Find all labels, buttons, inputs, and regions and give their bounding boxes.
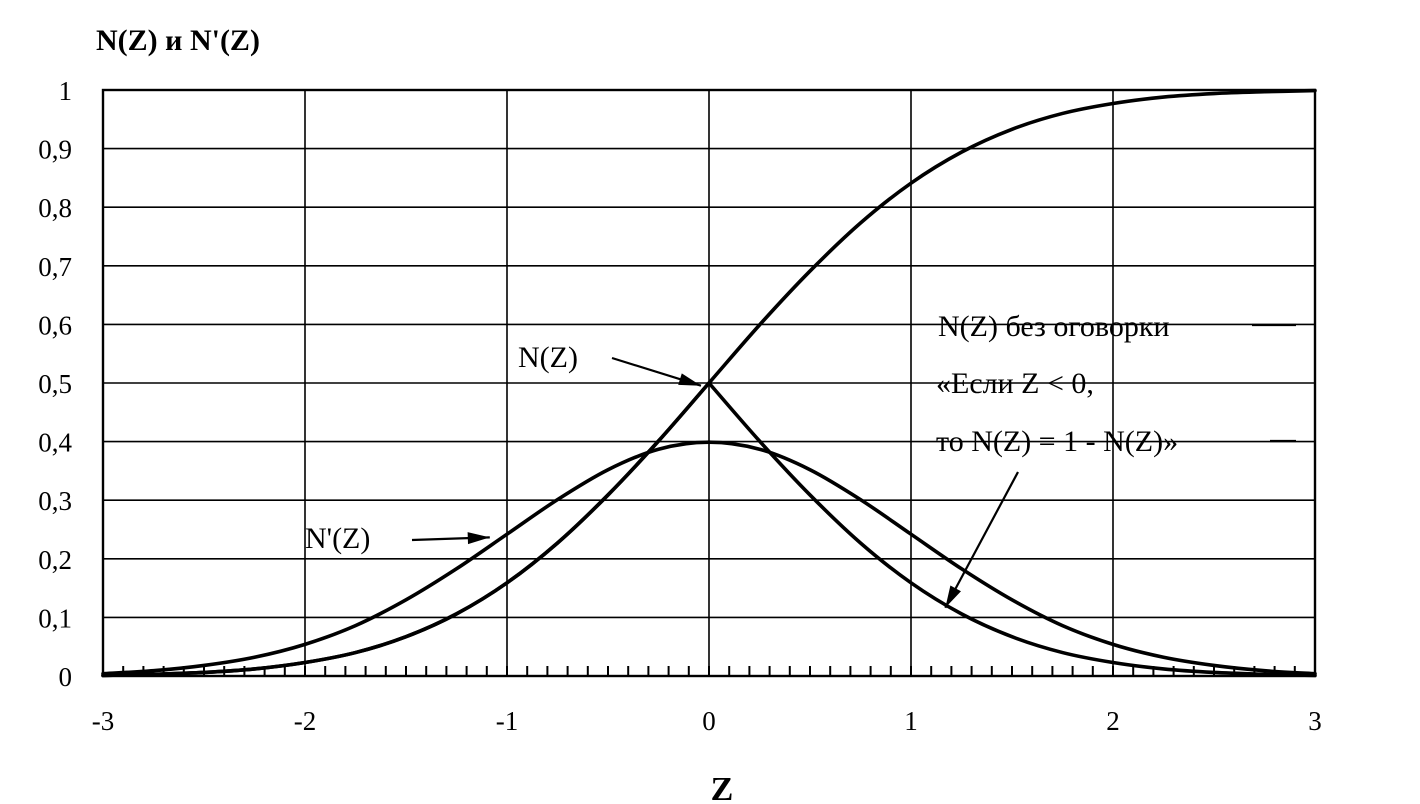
annotation-nz-arrow-head: [678, 373, 701, 386]
series-line-1: [101, 440, 1317, 676]
x-tick-label-3: 0: [702, 706, 716, 736]
annotation-note-arrow-shaft: [944, 471, 1019, 609]
annotation-note-line-0: N(Z) без оговорки: [938, 310, 1170, 343]
annotation-note-arrow-head: [945, 585, 961, 608]
x-tick-label-2: -1: [496, 706, 519, 736]
annotation-note-line-1: «Если Z < 0,: [936, 367, 1094, 400]
annotation-note-line-2: то N(Z) = 1 - N(Z)»: [936, 425, 1178, 458]
series-layer: [101, 88, 1317, 678]
annotation-layer: N(Z) N'(Z) N(Z) без оговорки «Если Z < 0, то…: [305, 310, 1296, 609]
minor-ticks: [122, 666, 1296, 676]
annotation-nz-label: N(Z): [518, 341, 578, 374]
x-tick-label-1: -2: [294, 706, 317, 736]
y-tick-label-10: 1: [59, 76, 73, 106]
y-tick-label-1: 0,1: [38, 603, 72, 633]
y-tick-label-7: 0,7: [38, 252, 72, 282]
y-tick-label-6: 0,6: [38, 310, 72, 340]
annotation-nprime-arrow-head: [467, 532, 490, 545]
y-tick-label-2: 0,2: [38, 545, 72, 575]
y-tick-label-5: 0,5: [38, 369, 72, 399]
x-axis-label: Z: [711, 771, 734, 804]
x-tick-labels: -3 -2 -1 0 1 2 3: [92, 706, 1322, 736]
y-tick-label-8: 0,8: [38, 193, 72, 223]
x-tick-label-6: 3: [1308, 706, 1322, 736]
series-line-2: [101, 381, 1317, 678]
x-tick-label-5: 2: [1106, 706, 1120, 736]
x-tick-label-0: -3: [92, 706, 115, 736]
y-tick-label-0: 0: [59, 662, 73, 692]
y-tick-label-9: 0,9: [38, 135, 72, 165]
y-tick-label-3: 0,3: [38, 486, 72, 516]
chart-title: N(Z) и N'(Z): [96, 24, 260, 57]
y-tick-label-4: 0,4: [38, 428, 72, 458]
x-tick-label-4: 1: [904, 706, 918, 736]
annotation-nprime-label: N'(Z): [305, 522, 370, 555]
y-tick-labels: 0 0,1 0,2 0,3 0,4 0,5 0,6 0,7 0,8 0,9 1: [38, 76, 72, 692]
